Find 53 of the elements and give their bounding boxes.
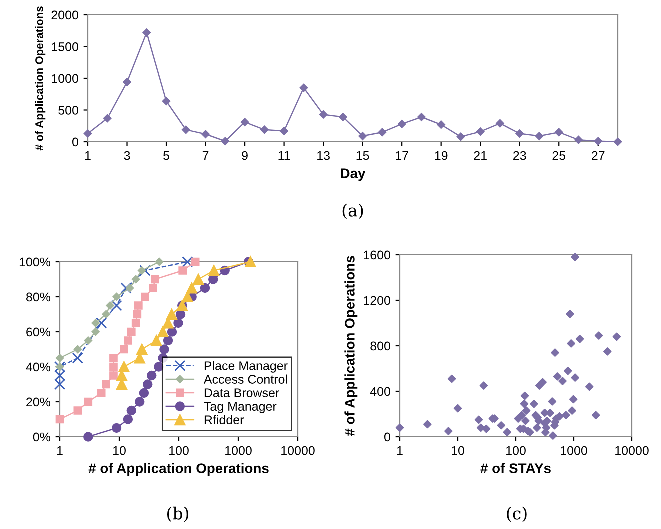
y-tick-label: 100% xyxy=(20,258,51,267)
x-tick-label: 1 xyxy=(397,446,403,456)
legend-label: Place Manager xyxy=(204,361,288,373)
legend-label: Rfidder xyxy=(204,415,244,425)
y-tick-label: 80% xyxy=(26,292,51,302)
x-tick-label: 3 xyxy=(124,151,130,160)
text: (a) xyxy=(342,204,364,220)
x-tick-label: 23 xyxy=(514,151,526,160)
x-tick-label: 21 xyxy=(474,151,487,160)
y-tick-label: 1000 xyxy=(52,74,78,84)
y-tick-label: 0% xyxy=(33,432,51,442)
x-tick-label: 10000 xyxy=(616,446,649,456)
y-tick-label: 800 xyxy=(370,342,390,351)
x-tick-label: 17 xyxy=(396,151,408,160)
x-tick-label: 10 xyxy=(452,446,464,456)
x-tick-label: 15 xyxy=(356,151,370,160)
x-tick-label: 19 xyxy=(435,151,448,160)
x-tick-label: 27 xyxy=(592,151,605,160)
y-tick-label: 400 xyxy=(370,387,390,396)
y-tick-label: 1500 xyxy=(52,42,78,52)
y-tick-label: 40% xyxy=(26,362,51,372)
x-axis-title: # of STAYs xyxy=(480,463,551,474)
x-tick-label: 100 xyxy=(506,446,526,456)
x-axis-title: # of Application Operations xyxy=(88,463,269,476)
x-tick-label: 13 xyxy=(318,151,330,160)
x-tick-label: 5 xyxy=(164,151,170,160)
y-tick-label: 2000 xyxy=(52,10,78,20)
x-tick-label: 9 xyxy=(242,151,248,160)
legend-label: Data Browser xyxy=(204,388,280,398)
x-tick-label: 1 xyxy=(57,446,63,456)
y-axis-title: # of Application Operations xyxy=(344,256,358,436)
y-tick-label: 20% xyxy=(26,398,51,407)
text: (c) xyxy=(507,506,527,522)
y-axis-title: # of Application Operations xyxy=(35,6,46,151)
x-tick-label: 1000 xyxy=(226,446,252,456)
x-tick-label: 11 xyxy=(278,151,290,160)
y-tick-label: 0 xyxy=(72,138,78,147)
legend-label: Tag Manager xyxy=(204,402,277,414)
x-tick-label: 100 xyxy=(170,446,189,456)
y-tick-label: 0 xyxy=(384,432,390,442)
y-tick-label: 60% xyxy=(26,328,51,337)
y-tick-label: 500 xyxy=(58,106,78,115)
x-tick-label: 7 xyxy=(202,151,209,160)
text: (b) xyxy=(167,506,189,522)
legend-label: Access Control xyxy=(204,374,288,384)
x-tick-label: 25 xyxy=(552,151,566,160)
x-tick-label: 10 xyxy=(114,446,126,456)
x-tick-label: 1 xyxy=(85,151,91,160)
x-tick-label: 1000 xyxy=(561,446,588,456)
y-tick-label: 1600 xyxy=(364,250,390,260)
x-tick-label: 10000 xyxy=(282,446,315,456)
y-tick-label: 1200 xyxy=(364,296,390,306)
x-axis-title: Day xyxy=(341,168,366,182)
